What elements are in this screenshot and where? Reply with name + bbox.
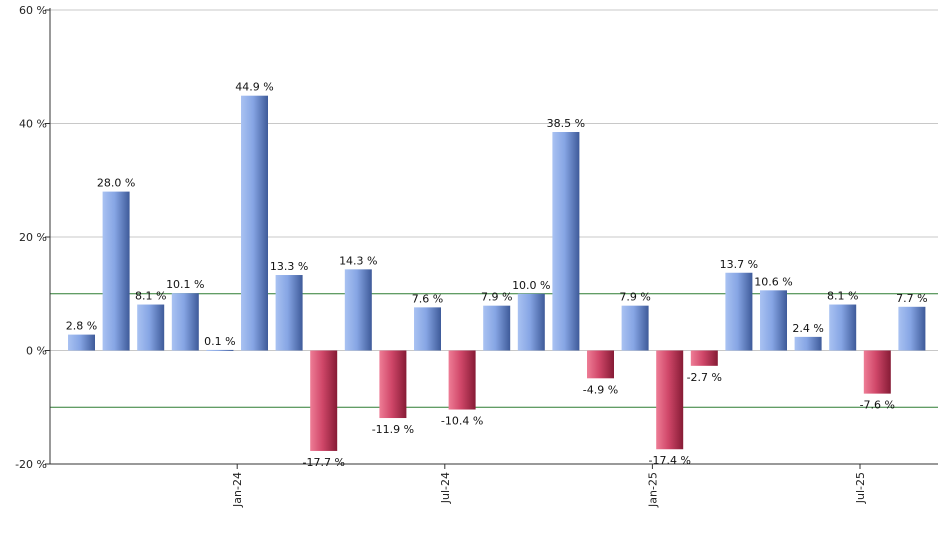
bar	[898, 306, 926, 351]
bar	[552, 132, 580, 351]
bar	[379, 350, 407, 419]
bar-value-label: 13.3 %	[270, 260, 308, 273]
bar	[517, 293, 545, 351]
bar-value-label: 10.1 %	[166, 278, 204, 291]
y-tick-label: -20 %	[15, 458, 47, 471]
bar-value-label: -10.4 %	[441, 415, 483, 428]
bar-value-label: -4.9 %	[583, 383, 618, 396]
bar	[310, 350, 338, 451]
bar-value-label: 10.0 %	[512, 279, 550, 292]
bar	[794, 336, 822, 351]
y-tick-label: 20 %	[19, 231, 47, 244]
x-tick-label: Jul-24	[439, 472, 452, 504]
bar-value-label: 0.1 %	[204, 335, 235, 348]
bar-value-label: 10.6 %	[754, 275, 792, 288]
bar-value-label: 8.1 %	[827, 290, 858, 303]
bar-value-label: 38.5 %	[547, 117, 585, 130]
grid-lines	[50, 9, 938, 465]
bar	[206, 349, 234, 351]
bar-value-label: -7.6 %	[860, 399, 895, 412]
bar	[68, 334, 95, 351]
bar	[241, 95, 268, 351]
bar-value-label: -17.4 %	[648, 454, 690, 467]
bar-value-label: 7.6 %	[412, 292, 443, 305]
bar-value-label: 44.9 %	[235, 81, 273, 94]
bar	[171, 293, 199, 351]
x-tick-label: Jan-24	[231, 472, 244, 508]
bar	[275, 275, 303, 351]
bar	[102, 191, 130, 351]
bar-value-label: 7.7 %	[896, 292, 927, 305]
bar	[656, 350, 684, 450]
bar	[414, 307, 441, 351]
bar	[863, 350, 891, 394]
bar	[829, 304, 857, 351]
bar-labels: 2.8 %28.0 %8.1 %10.1 %0.1 %44.9 %13.3 %-…	[66, 81, 928, 469]
y-tick-label: 40 %	[19, 118, 47, 131]
bars	[68, 95, 926, 451]
bar-value-label: 14.3 %	[339, 254, 377, 267]
y-tick-label: 0 %	[26, 345, 47, 358]
bar-value-label: 2.4 %	[792, 322, 823, 335]
bar-value-label: 7.9 %	[481, 291, 512, 304]
bar	[760, 290, 787, 351]
bar	[587, 350, 614, 379]
bar-value-label: 7.9 %	[619, 291, 650, 304]
axes: -20 % 0 % 20 % 40 % 60 % Jan-24 Jul-24 Jan-25 Ju…	[15, 4, 938, 508]
bar-value-label: -2.7 %	[687, 371, 722, 384]
bar	[621, 305, 649, 351]
bar-value-label: 13.7 %	[720, 258, 758, 271]
bar	[137, 304, 165, 351]
bar-value-label: 28.0 %	[97, 177, 135, 190]
bar	[344, 269, 372, 351]
bar-value-label: -11.9 %	[372, 423, 414, 436]
x-tick-label: Jul-25	[854, 472, 867, 504]
y-tick-label: 60 %	[19, 4, 47, 17]
bar-value-label: 8.1 %	[135, 290, 166, 303]
bar	[690, 350, 718, 366]
bar	[448, 350, 476, 410]
x-tick-label: Jan-25	[646, 472, 659, 508]
bar	[725, 272, 753, 351]
bar	[483, 305, 511, 351]
bar-value-label: 2.8 %	[66, 320, 97, 333]
bar-value-label: -17.7 %	[302, 456, 344, 469]
